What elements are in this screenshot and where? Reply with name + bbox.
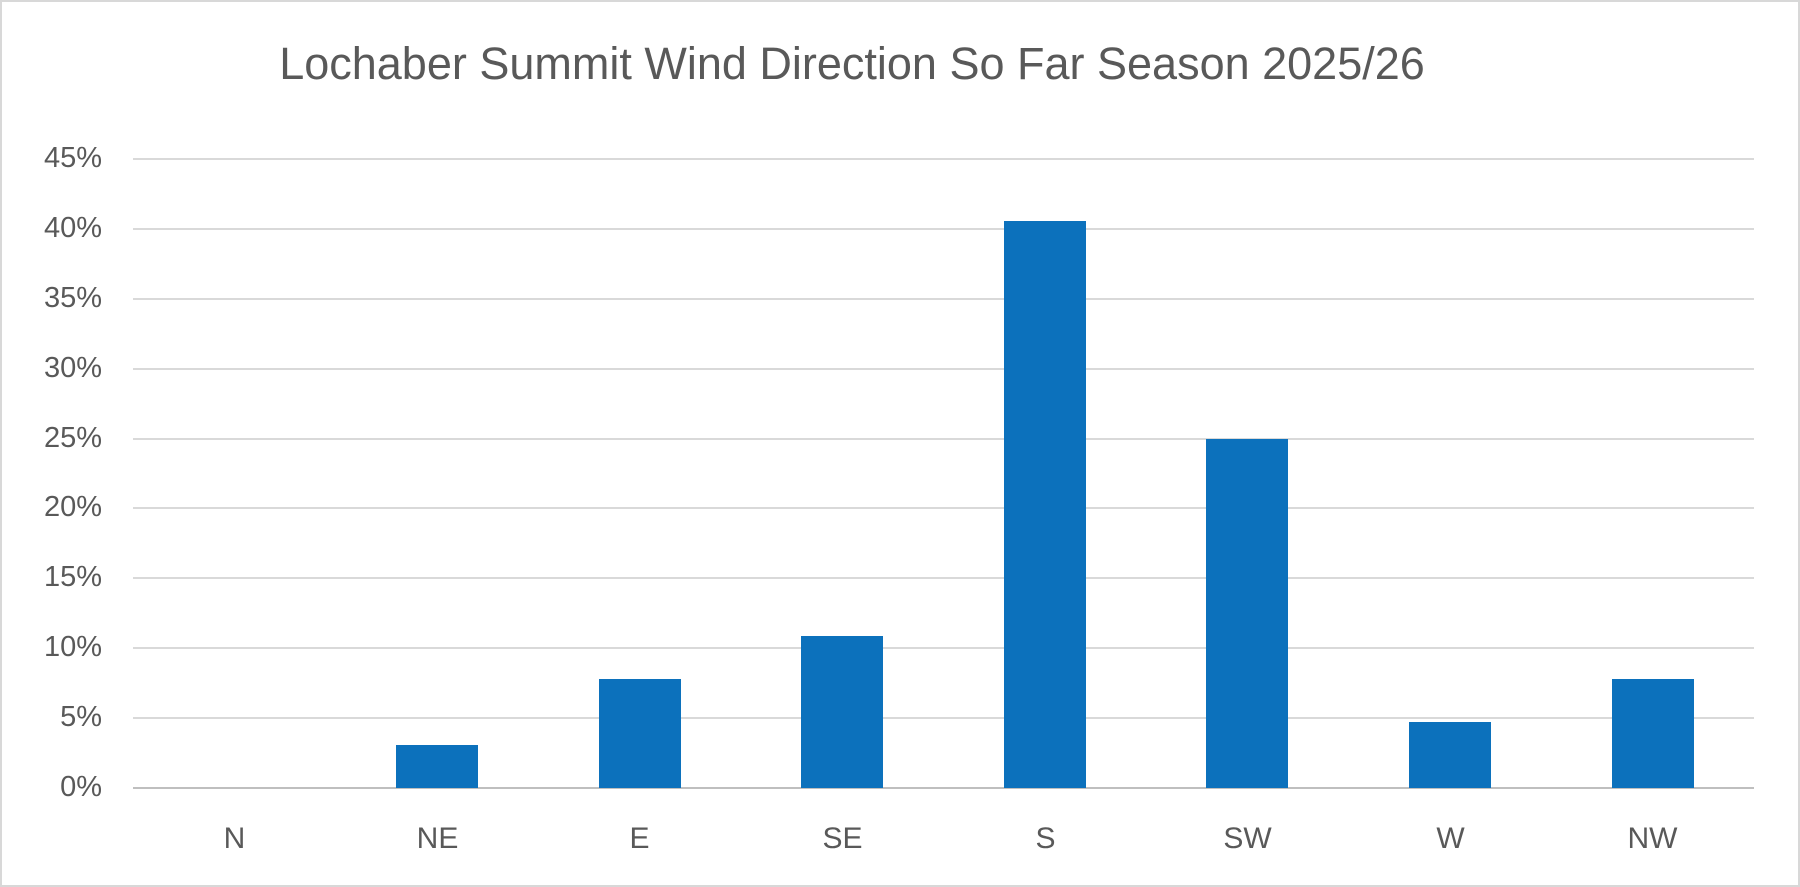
bar-S — [1004, 221, 1086, 788]
gridline — [133, 227, 1754, 230]
gridline — [133, 647, 1754, 650]
bar-SE — [801, 636, 883, 788]
y-tick-label: 15% — [43, 561, 102, 594]
x-axis-label-W: W — [1436, 822, 1465, 855]
y-tick-label: 40% — [43, 211, 102, 244]
y-tick-label: 5% — [60, 701, 102, 734]
gridline — [133, 507, 1754, 510]
y-tick-label: 0% — [60, 771, 102, 803]
chart-title: Lochaber Summit Wind Direction So Far Se… — [279, 38, 1425, 89]
y-tick-label: 20% — [43, 491, 102, 524]
bar-SW — [1206, 439, 1288, 788]
x-axis-label-S: S — [1035, 822, 1056, 855]
y-tick-label: 30% — [43, 351, 102, 384]
gridline — [133, 437, 1754, 440]
bar-NE — [396, 745, 478, 788]
x-axis-label-N: N — [223, 822, 246, 855]
x-axis-label-NW: NW — [1627, 822, 1678, 855]
gridline — [133, 158, 1754, 160]
x-axis-line — [133, 787, 1754, 789]
bar-NW — [1612, 679, 1694, 788]
y-tick-label: 35% — [43, 281, 102, 314]
gridline — [133, 577, 1754, 580]
y-tick-label: 45% — [43, 142, 102, 174]
y-tick-label: 25% — [43, 421, 102, 454]
x-axis-label-E: E — [629, 822, 650, 855]
gridline — [133, 717, 1754, 720]
gridline — [133, 297, 1754, 300]
bar-W — [1409, 722, 1491, 788]
x-axis-label-SE: SE — [822, 822, 863, 855]
y-tick-label: 10% — [43, 631, 102, 664]
bar-E — [599, 679, 681, 788]
x-axis-label-SW: SW — [1223, 822, 1272, 855]
x-axis-label-NE: NE — [416, 822, 459, 855]
gridline — [133, 367, 1754, 370]
